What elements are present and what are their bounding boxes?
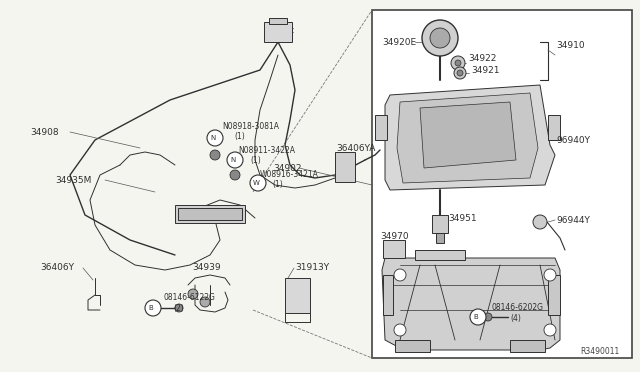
Circle shape bbox=[210, 150, 220, 160]
Text: 96944Y: 96944Y bbox=[556, 215, 590, 224]
Bar bbox=[383, 240, 405, 258]
Polygon shape bbox=[397, 93, 538, 183]
Bar bbox=[415, 250, 465, 260]
Text: B: B bbox=[474, 314, 478, 320]
Circle shape bbox=[533, 215, 547, 229]
Text: 34910: 34910 bbox=[556, 41, 584, 49]
Bar bbox=[548, 275, 560, 315]
Text: 34921: 34921 bbox=[471, 65, 499, 74]
Text: (1): (1) bbox=[234, 131, 244, 141]
Text: 34951: 34951 bbox=[448, 214, 477, 222]
Circle shape bbox=[200, 297, 210, 307]
Circle shape bbox=[175, 304, 183, 312]
Circle shape bbox=[484, 313, 492, 321]
Text: (1): (1) bbox=[250, 155, 260, 164]
Bar bbox=[436, 233, 444, 243]
Text: B: B bbox=[148, 305, 154, 311]
Text: 34922: 34922 bbox=[468, 54, 497, 62]
Text: 36406YA: 36406YA bbox=[336, 144, 376, 153]
Text: 08146-6122G: 08146-6122G bbox=[163, 294, 215, 302]
Bar bbox=[375, 115, 387, 140]
Circle shape bbox=[230, 170, 240, 180]
Circle shape bbox=[250, 175, 266, 191]
Bar bbox=[178, 208, 242, 220]
Circle shape bbox=[422, 20, 458, 56]
Circle shape bbox=[451, 56, 465, 70]
Circle shape bbox=[227, 152, 243, 168]
Bar bbox=[335, 152, 355, 182]
Text: 34920E: 34920E bbox=[382, 38, 416, 46]
Text: N08911-3422A: N08911-3422A bbox=[238, 145, 295, 154]
Text: W08916-3421A: W08916-3421A bbox=[260, 170, 319, 179]
Circle shape bbox=[544, 269, 556, 281]
Circle shape bbox=[457, 70, 463, 76]
Text: (1): (1) bbox=[272, 180, 283, 189]
Text: N: N bbox=[230, 157, 236, 163]
Text: (4): (4) bbox=[510, 314, 521, 323]
Circle shape bbox=[544, 324, 556, 336]
Bar bbox=[372, 10, 632, 358]
Circle shape bbox=[470, 309, 486, 325]
Circle shape bbox=[207, 130, 223, 146]
Text: 34908: 34908 bbox=[30, 128, 59, 137]
Text: R3490011: R3490011 bbox=[580, 347, 620, 356]
Polygon shape bbox=[385, 85, 555, 190]
Bar bbox=[510, 340, 545, 352]
Bar bbox=[269, 18, 287, 24]
Text: 34970: 34970 bbox=[380, 231, 408, 241]
Text: (2): (2) bbox=[173, 304, 184, 312]
Text: 34902: 34902 bbox=[273, 164, 301, 173]
Circle shape bbox=[394, 269, 406, 281]
Text: 34935M: 34935M bbox=[55, 176, 92, 185]
Circle shape bbox=[430, 28, 450, 48]
Circle shape bbox=[188, 289, 198, 299]
Bar bbox=[175, 205, 245, 223]
Bar bbox=[395, 340, 430, 352]
Text: 31913Y: 31913Y bbox=[295, 263, 329, 273]
Circle shape bbox=[145, 300, 161, 316]
Text: N08918-3081A: N08918-3081A bbox=[222, 122, 279, 131]
Bar bbox=[548, 115, 560, 140]
Text: N: N bbox=[211, 135, 216, 141]
Text: W: W bbox=[253, 180, 259, 186]
Bar bbox=[285, 278, 310, 313]
Text: 36406Y: 36406Y bbox=[40, 263, 74, 273]
Circle shape bbox=[455, 60, 461, 66]
Bar bbox=[383, 275, 393, 315]
Circle shape bbox=[394, 324, 406, 336]
Text: 34939: 34939 bbox=[192, 263, 221, 273]
Text: 96940Y: 96940Y bbox=[556, 135, 590, 144]
Polygon shape bbox=[420, 102, 516, 168]
Text: 08146-6202G: 08146-6202G bbox=[492, 304, 544, 312]
Bar bbox=[432, 215, 448, 233]
Bar bbox=[264, 22, 292, 42]
Polygon shape bbox=[382, 258, 560, 350]
Circle shape bbox=[454, 67, 466, 79]
